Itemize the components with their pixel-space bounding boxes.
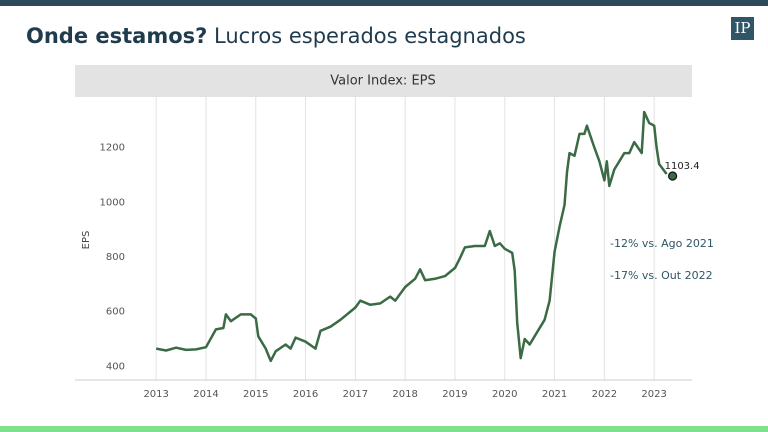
x-tick-label: 2018 — [392, 389, 417, 400]
data-label: 1103.4 — [665, 161, 700, 172]
x-tick-label: 2022 — [592, 389, 617, 400]
x-tick-label: 2014 — [193, 389, 218, 400]
annotation: -17% vs. Out 2022 — [610, 269, 713, 282]
y-tick-label: 800 — [106, 252, 125, 263]
title-bold: Onde estamos? — [26, 24, 207, 48]
end-point — [668, 171, 678, 181]
y-tick-label: 600 — [106, 307, 125, 318]
x-tick-label: 2019 — [442, 389, 467, 400]
bottom-bar — [0, 426, 768, 432]
y-tick-label: 400 — [106, 361, 125, 372]
x-tick-label: 2023 — [641, 389, 666, 400]
x-tick-label: 2013 — [143, 389, 168, 400]
logo-text: IP — [734, 19, 750, 37]
annotation: -12% vs. Ago 2021 — [610, 237, 714, 250]
chart-title: Valor Index: EPS — [330, 74, 436, 89]
logo — [731, 17, 754, 40]
x-tick-label: 2021 — [542, 389, 567, 400]
title-rest: Lucros esperados estagnados — [214, 24, 526, 48]
x-tick-label: 2017 — [343, 389, 368, 400]
y-tick-label: 1000 — [100, 197, 125, 208]
slide-title: Onde estamos? Lucros esperados estagnado… — [26, 24, 526, 48]
top-bar — [0, 0, 768, 6]
x-tick-label: 2016 — [293, 389, 318, 400]
chart-header — [75, 65, 692, 97]
line — [155, 110, 668, 363]
x-tick-label: 2015 — [243, 389, 268, 400]
y-axis-label: EPS — [81, 231, 92, 250]
x-tick-label: 2020 — [492, 389, 517, 400]
plot: 2013 2014 2015 2016 2017 2018 2019 2020 2021 2022… — [75, 97, 700, 400]
y-tick-label: 1200 — [100, 143, 125, 154]
